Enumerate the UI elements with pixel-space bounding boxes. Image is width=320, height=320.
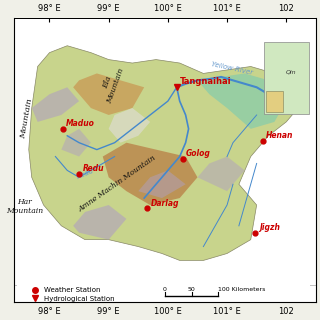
Text: Hydrological Station: Hydrological Station [44, 295, 114, 301]
Text: Jigzh: Jigzh [259, 223, 280, 232]
Text: Tangnaihai: Tangnaihai [180, 77, 232, 86]
Polygon shape [197, 73, 286, 129]
Text: Redu: Redu [83, 164, 104, 173]
Text: Weather Station: Weather Station [44, 287, 100, 293]
Text: Ela
Mountain: Ela Mountain [97, 63, 126, 104]
Text: 0: 0 [163, 287, 167, 292]
Polygon shape [197, 156, 245, 191]
Polygon shape [264, 42, 309, 114]
Text: Mountain: Mountain [20, 98, 35, 139]
Text: Maduo: Maduo [66, 119, 95, 128]
Polygon shape [103, 143, 197, 205]
Polygon shape [73, 205, 126, 240]
Polygon shape [29, 46, 298, 260]
Polygon shape [109, 108, 150, 143]
Polygon shape [266, 91, 283, 112]
FancyBboxPatch shape [17, 264, 310, 302]
Text: Redu: Redu [76, 167, 95, 180]
Text: Har
Mountain: Har Mountain [6, 198, 43, 215]
Polygon shape [73, 73, 144, 115]
Text: Amne Machin Mountain: Amne Machin Mountain [77, 154, 158, 214]
Polygon shape [61, 129, 91, 156]
Polygon shape [32, 87, 79, 122]
Text: 50: 50 [188, 287, 196, 292]
Polygon shape [138, 170, 186, 198]
Text: Golog: Golog [186, 149, 211, 158]
Text: Qin: Qin [286, 69, 297, 75]
Text: 100 Kilometers: 100 Kilometers [218, 287, 266, 292]
Text: Darlag: Darlag [151, 199, 179, 208]
Text: Yellow River: Yellow River [211, 61, 253, 76]
Text: Henan: Henan [266, 131, 293, 140]
